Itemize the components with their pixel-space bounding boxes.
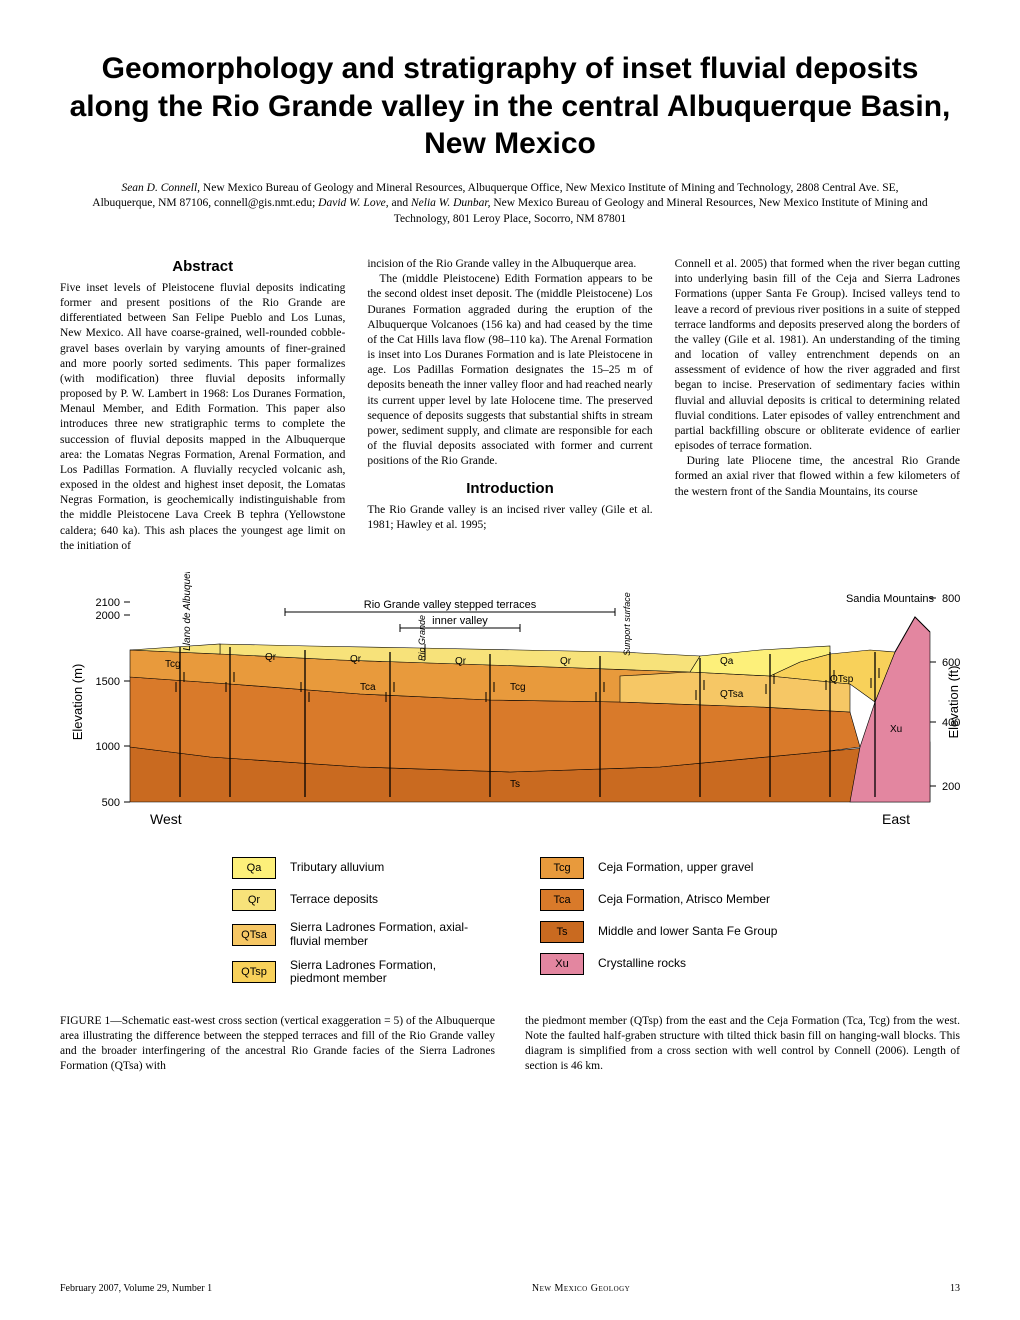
page-footer: February 2007, Volume 29, Number 1 New M…	[60, 1283, 960, 1294]
figure-1: 2100 2000 1500 1000 500 8000 6000 4000 2…	[60, 572, 960, 1074]
swatch-qr: Qr	[232, 889, 276, 911]
lbl-tcg-c: Tcg	[510, 682, 526, 693]
ytick-m-2000: 2000	[96, 610, 120, 622]
swatch-qtsp: QTsp	[232, 961, 276, 983]
abstract-para: Five inset levels of Pleistocene fluvial…	[60, 281, 345, 554]
label-sandia: Sandia Mountains	[846, 593, 935, 605]
lbl-qr-3: Qr	[455, 656, 467, 667]
cross-section-svg: 2100 2000 1500 1000 500 8000 6000 4000 2…	[60, 572, 960, 842]
swatch-qa: Qa	[232, 857, 276, 879]
author-block: Sean D. Connell, New Mexico Bureau of Ge…	[90, 181, 930, 228]
label-sunport: Sunport surface	[622, 592, 632, 656]
figure-legend: Qa Tributary alluvium Qr Terrace deposit…	[60, 857, 960, 986]
swatch-tca: Tca	[540, 889, 584, 911]
article-title: Geomorphology and stratigraphy of inset …	[60, 50, 960, 163]
legend-text: Terrace deposits	[290, 893, 480, 907]
column-3: Connell et al. 2005) that formed when th…	[675, 257, 960, 554]
east-label: East	[882, 811, 910, 827]
column-2: incision of the Rio Grande valley in the…	[367, 257, 652, 554]
introduction-heading: Introduction	[367, 479, 652, 499]
ytick-ft-8000: 8000	[942, 593, 960, 605]
lbl-qa: Qa	[720, 656, 734, 667]
author-mid: and	[389, 197, 411, 209]
ytick-m-1000: 1000	[96, 741, 120, 753]
legend-row: QTsa Sierra Ladrones Formation, axial-fl…	[232, 921, 480, 949]
author-name-2: David W. Love,	[318, 197, 388, 209]
swatch-qtsa: QTsa	[232, 924, 276, 946]
label-inner: inner valley	[432, 615, 488, 627]
swatch-ts: Ts	[540, 921, 584, 943]
swatch-xu: Xu	[540, 953, 584, 975]
legend-text: Sierra Ladrones Formation, axial-fluvial…	[290, 921, 480, 949]
footer-journal: New Mexico Geology	[532, 1283, 630, 1294]
legend-col-right: Tcg Ceja Formation, upper gravel Tca Cej…	[540, 857, 788, 986]
lbl-tca: Tca	[360, 682, 376, 693]
legend-row: Qr Terrace deposits	[232, 889, 480, 911]
legend-row: Ts Middle and lower Santa Fe Group	[540, 921, 788, 943]
intro-para-cont2: During late Pliocene time, the ancestral…	[675, 454, 960, 500]
lbl-qr-1: Qr	[265, 652, 277, 663]
footer-page-number: 13	[950, 1283, 960, 1294]
legend-row: QTsp Sierra Ladrones Formation, piedmont…	[232, 959, 480, 987]
abstract-heading: Abstract	[60, 257, 345, 277]
intro-para-cont1: Connell et al. 2005) that formed when th…	[675, 257, 960, 454]
lbl-ts: Ts	[510, 779, 520, 790]
figure-caption: FIGURE 1—Schematic east-west cross secti…	[60, 1014, 960, 1074]
lbl-qr-4: Qr	[560, 656, 572, 667]
unit-xu	[850, 617, 930, 802]
legend-row: Tca Ceja Formation, Atrisco Member	[540, 889, 788, 911]
legend-row: Tcg Ceja Formation, upper gravel	[540, 857, 788, 879]
body-columns: Abstract Five inset levels of Pleistocen…	[60, 257, 960, 554]
legend-text: Tributary alluvium	[290, 861, 480, 875]
lbl-qtsa: QTsa	[720, 689, 744, 700]
y-left-label: Elevation (m)	[70, 664, 85, 741]
caption-right: the piedmont member (QTsp) from the east…	[525, 1014, 960, 1074]
west-label: West	[150, 811, 182, 827]
lbl-qr-2: Qr	[350, 654, 362, 665]
author-name-1: Sean D. Connell,	[121, 182, 200, 194]
ytick-ft-2000: 2000	[942, 781, 960, 793]
legend-text: Middle and lower Santa Fe Group	[598, 925, 788, 939]
legend-col-left: Qa Tributary alluvium Qr Terrace deposit…	[232, 857, 480, 986]
legend-text: Ceja Formation, Atrisco Member	[598, 893, 788, 907]
lbl-tcg-w: Tcg	[165, 659, 181, 670]
legend-text: Crystalline rocks	[598, 957, 788, 971]
lbl-xu: Xu	[890, 724, 902, 735]
ytick-m-500: 500	[102, 797, 120, 809]
abstract-para-cont1: incision of the Rio Grande valley in the…	[367, 257, 652, 272]
y-right-label: Elevation (ft)	[946, 665, 960, 738]
legend-row: Xu Crystalline rocks	[540, 953, 788, 975]
caption-left: FIGURE 1—Schematic east-west cross secti…	[60, 1014, 495, 1074]
legend-row: Qa Tributary alluvium	[232, 857, 480, 879]
lbl-qtsp: QTsp	[830, 674, 854, 685]
abstract-para-cont2: The (middle Pleistocene) Edith Formation…	[367, 272, 652, 469]
legend-text: Ceja Formation, upper gravel	[598, 861, 788, 875]
ytick-m-2100: 2100	[96, 597, 120, 609]
label-llano: Llano de Albuquerque	[182, 572, 193, 651]
legend-text: Sierra Ladrones Formation, piedmont memb…	[290, 959, 480, 987]
label-terraces: Rio Grande valley stepped terraces	[364, 599, 537, 611]
author-name-3: Nelia W. Dunbar,	[411, 197, 490, 209]
footer-issue: February 2007, Volume 29, Number 1	[60, 1283, 212, 1294]
column-1: Abstract Five inset levels of Pleistocen…	[60, 257, 345, 554]
intro-para-1: The Rio Grande valley is an incised rive…	[367, 503, 652, 533]
swatch-tcg: Tcg	[540, 857, 584, 879]
ytick-m-1500: 1500	[96, 676, 120, 688]
